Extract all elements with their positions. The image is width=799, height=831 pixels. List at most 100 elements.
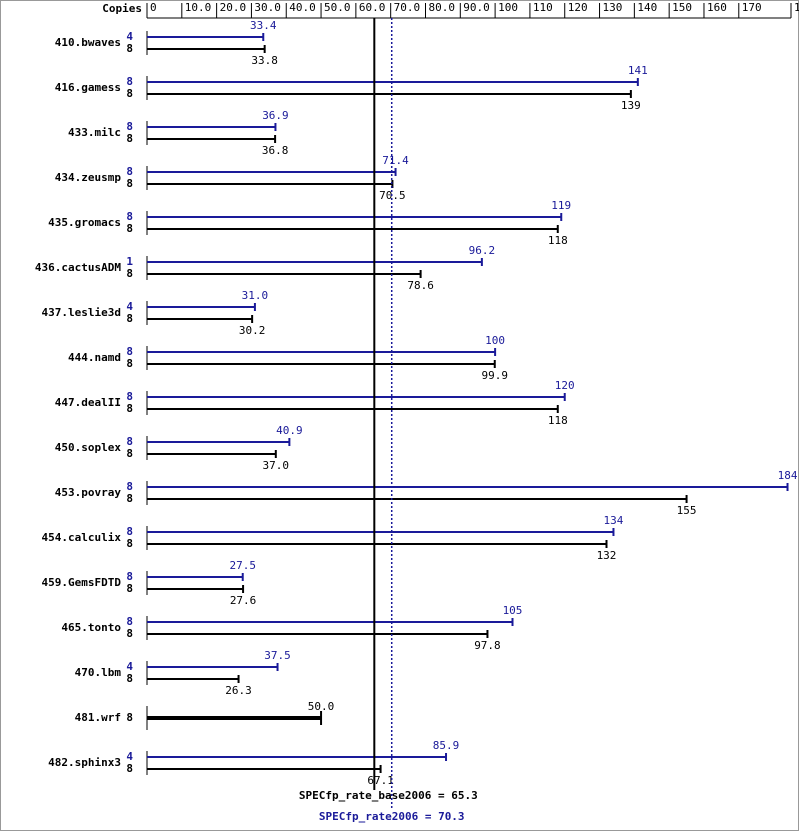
category-label: 465.tonto: [61, 621, 121, 634]
value-label: 134: [604, 514, 624, 527]
copies-label: 8: [126, 402, 133, 415]
value-label: 85.9: [433, 739, 460, 752]
copies-label: 8: [126, 711, 133, 724]
x-tick-label: 160: [707, 1, 727, 14]
value-label: 120: [555, 379, 575, 392]
x-tick-label: 10.0: [185, 1, 212, 14]
value-label: 119: [551, 199, 571, 212]
x-tick-label: 140: [637, 1, 657, 14]
copies-label: 8: [126, 480, 133, 493]
copies-label: 8: [126, 672, 133, 685]
value-label: 118: [548, 414, 568, 427]
copies-label: 8: [126, 210, 133, 223]
x-tick-label: 185: [794, 1, 799, 14]
category-label: 470.lbm: [75, 666, 122, 679]
copies-label: 8: [126, 165, 133, 178]
value-label: 67.1: [367, 774, 394, 787]
copies-label: 8: [126, 120, 133, 133]
x-tick-label: 0: [150, 1, 157, 14]
copies-label: 4: [126, 300, 133, 313]
x-tick-label: 90.0: [463, 1, 490, 14]
category-label: 447.dealII: [55, 396, 121, 409]
value-label: 99.9: [482, 369, 509, 382]
category-label: 437.leslie3d: [42, 306, 121, 319]
value-label: 30.2: [239, 324, 266, 337]
value-label: 26.3: [225, 684, 252, 697]
copies-label: 8: [126, 492, 133, 505]
value-label: 33.4: [250, 19, 277, 32]
x-tick-label: 110: [533, 1, 553, 14]
copies-label: 8: [126, 570, 133, 583]
x-tick-label: 70.0: [394, 1, 421, 14]
copies-label: 4: [126, 30, 133, 43]
copies-header: Copies: [102, 2, 142, 15]
value-label: 36.9: [262, 109, 289, 122]
category-label: 436.cactusADM: [35, 261, 121, 274]
copies-label: 8: [126, 75, 133, 88]
value-label: 33.8: [251, 54, 278, 67]
copies-label: 8: [126, 762, 133, 775]
category-label: 453.povray: [55, 486, 122, 499]
copies-label: 1: [126, 255, 133, 268]
x-tick-label: 100: [498, 1, 518, 14]
x-tick-label: 30.0: [254, 1, 281, 14]
x-tick-label: 130: [603, 1, 623, 14]
value-label: 36.8: [262, 144, 289, 157]
copies-label: 8: [126, 390, 133, 403]
value-label: 132: [597, 549, 617, 562]
value-label: 27.6: [230, 594, 257, 607]
x-tick-label: 20.0: [220, 1, 247, 14]
x-tick-label: 170: [742, 1, 762, 14]
value-label: 50.0: [308, 700, 335, 713]
x-tick-label: 40.0: [289, 1, 316, 14]
value-label: 100: [485, 334, 505, 347]
value-label: 118: [548, 234, 568, 247]
copies-label: 8: [126, 357, 133, 370]
copies-label: 8: [126, 87, 133, 100]
value-label: 184: [778, 469, 798, 482]
x-tick-label: 80.0: [428, 1, 455, 14]
value-label: 40.9: [276, 424, 303, 437]
value-label: 27.5: [229, 559, 256, 572]
copies-label: 8: [126, 447, 133, 460]
value-label: 78.6: [407, 279, 434, 292]
category-label: 481.wrf: [75, 711, 121, 724]
copies-label: 8: [126, 525, 133, 538]
copies-label: 8: [126, 267, 133, 280]
copies-label: 8: [126, 42, 133, 55]
category-label: 416.gamess: [55, 81, 121, 94]
copies-label: 8: [126, 627, 133, 640]
value-label: 155: [677, 504, 697, 517]
x-tick-label: 150: [672, 1, 692, 14]
category-label: 454.calculix: [42, 531, 122, 544]
copies-label: 4: [126, 750, 133, 763]
copies-label: 8: [126, 222, 133, 235]
copies-label: 8: [126, 132, 133, 145]
category-label: 435.gromacs: [48, 216, 121, 229]
copies-label: 8: [126, 615, 133, 628]
copies-label: 8: [126, 537, 133, 550]
copies-label: 4: [126, 660, 133, 673]
x-tick-label: 60.0: [359, 1, 386, 14]
mean-label: SPECfp_rate_base2006 = 65.3: [299, 789, 478, 802]
copies-label: 8: [126, 582, 133, 595]
copies-label: 8: [126, 312, 133, 325]
value-label: 37.0: [263, 459, 290, 472]
value-label: 139: [621, 99, 641, 112]
category-label: 433.milc: [68, 126, 121, 139]
copies-label: 8: [126, 177, 133, 190]
x-tick-label: 50.0: [324, 1, 351, 14]
x-tick-label: 120: [568, 1, 588, 14]
mean-label: SPECfp_rate2006 = 70.3: [319, 810, 465, 823]
value-label: 37.5: [264, 649, 291, 662]
category-label: 410.bwaves: [55, 36, 121, 49]
category-label: 434.zeusmp: [55, 171, 122, 184]
category-label: 459.GemsFDTD: [42, 576, 122, 589]
value-label: 141: [628, 64, 648, 77]
value-label: 97.8: [474, 639, 501, 652]
category-label: 482.sphinx3: [48, 756, 121, 769]
category-label: 450.soplex: [55, 441, 122, 454]
copies-label: 8: [126, 435, 133, 448]
